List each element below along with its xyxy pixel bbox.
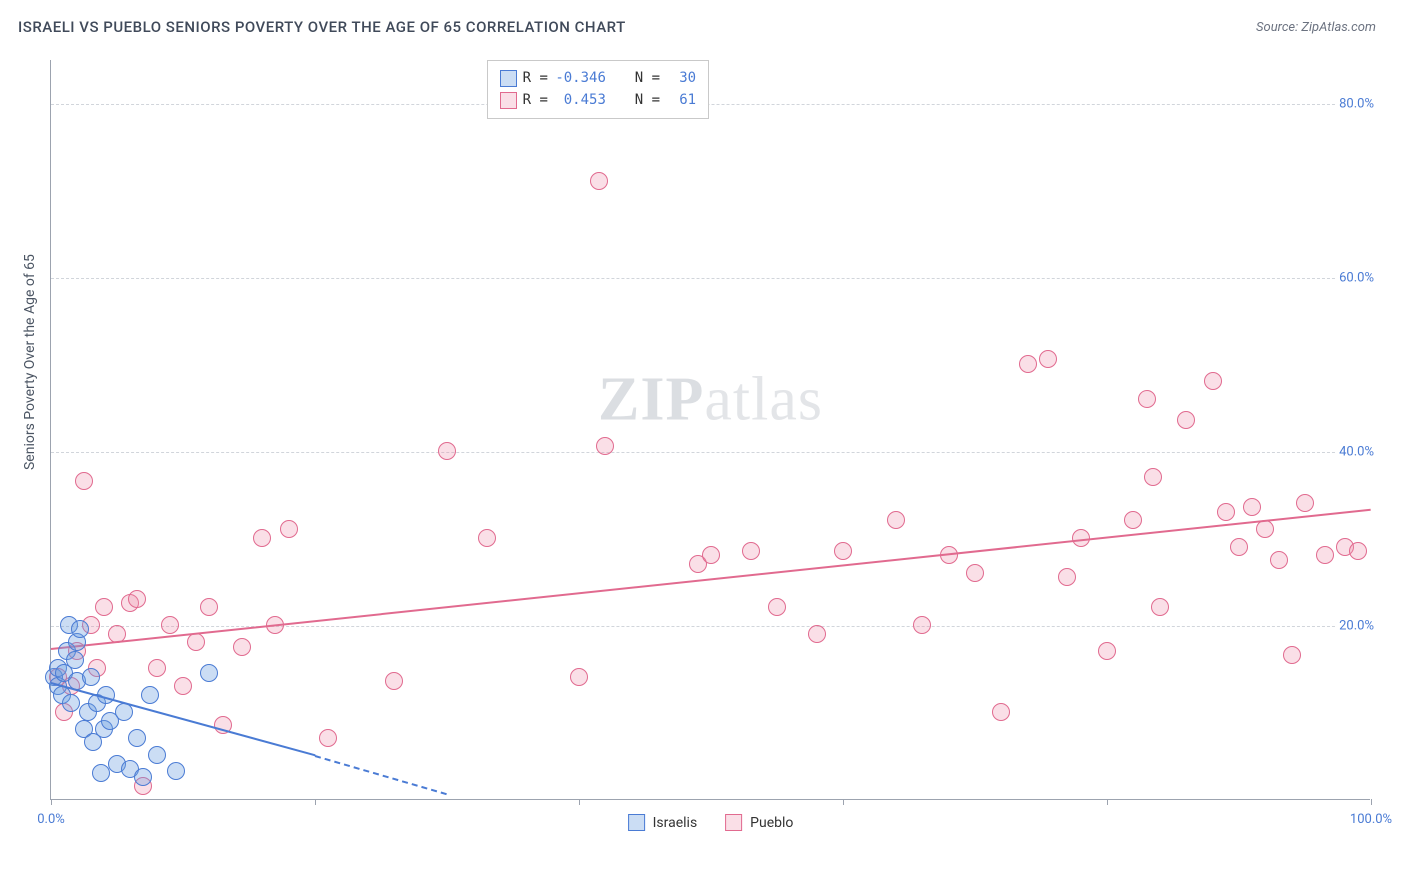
data-point xyxy=(834,542,852,560)
data-point xyxy=(570,668,588,686)
data-point xyxy=(167,762,185,780)
stat-n-label: N = xyxy=(635,89,660,111)
stat-n-value: 30 xyxy=(666,67,696,89)
stat-n-label: N = xyxy=(635,67,660,89)
data-point xyxy=(62,694,80,712)
data-point xyxy=(319,729,337,747)
data-point xyxy=(438,442,456,460)
data-point xyxy=(141,686,159,704)
data-point xyxy=(768,598,786,616)
data-point xyxy=(200,598,218,616)
data-point xyxy=(253,529,271,547)
data-point xyxy=(478,529,496,547)
data-point xyxy=(590,172,608,190)
data-point xyxy=(1138,390,1156,408)
data-point xyxy=(71,620,89,638)
trend-line-dashed xyxy=(315,755,448,795)
data-point xyxy=(1349,542,1367,560)
gridline xyxy=(51,278,1370,279)
x-tick-mark xyxy=(1107,799,1108,805)
data-point xyxy=(596,437,614,455)
data-point xyxy=(233,638,251,656)
stat-r-label: R = xyxy=(523,67,548,89)
data-point xyxy=(887,511,905,529)
data-point xyxy=(1058,568,1076,586)
x-tick-mark xyxy=(315,799,316,805)
gridline xyxy=(51,452,1370,453)
data-point xyxy=(1217,503,1235,521)
data-point xyxy=(385,672,403,690)
data-point xyxy=(966,564,984,582)
data-point xyxy=(200,664,218,682)
data-point xyxy=(1098,642,1116,660)
data-point xyxy=(1283,646,1301,664)
chart-container: Seniors Poverty Over the Age of 65 ZIPat… xyxy=(40,50,1390,850)
data-point xyxy=(1177,411,1195,429)
data-point xyxy=(992,703,1010,721)
data-point xyxy=(1270,551,1288,569)
legend-label: Pueblo xyxy=(750,815,793,831)
stat-r-value: -0.346 xyxy=(554,67,606,89)
data-point xyxy=(1256,520,1274,538)
x-tick-mark xyxy=(51,799,52,805)
data-point xyxy=(1144,468,1162,486)
y-tick-label: 60.0% xyxy=(1335,270,1378,285)
legend-bottom: Israelis Pueblo xyxy=(628,814,794,831)
data-point xyxy=(187,633,205,651)
x-tick-label: 0.0% xyxy=(37,812,65,827)
legend-item-pueblo: Pueblo xyxy=(725,814,793,831)
x-tick-mark xyxy=(843,799,844,805)
legend-row: R = -0.346 N = 30 xyxy=(500,67,696,89)
data-point xyxy=(82,668,100,686)
data-point xyxy=(1230,538,1248,556)
trend-line xyxy=(51,508,1371,649)
stat-n-value: 61 xyxy=(666,89,696,111)
data-point xyxy=(134,768,152,786)
stat-r-label: R = xyxy=(523,89,548,111)
data-point xyxy=(1019,355,1037,373)
data-point xyxy=(913,616,931,634)
x-tick-label: 100.0% xyxy=(1350,812,1392,827)
y-axis-label: Seniors Poverty Over the Age of 65 xyxy=(22,254,38,470)
swatch-icon xyxy=(500,92,517,109)
x-tick-mark xyxy=(1371,799,1372,805)
data-point xyxy=(702,546,720,564)
data-point xyxy=(1151,598,1169,616)
y-tick-label: 20.0% xyxy=(1335,618,1378,633)
data-point xyxy=(1243,498,1261,516)
data-point xyxy=(95,598,113,616)
swatch-icon xyxy=(628,814,645,831)
plot-area: ZIPatlas Israelis Pueblo 20.0%40.0%60.0%… xyxy=(50,60,1370,800)
data-point xyxy=(75,472,93,490)
stat-r-value: 0.453 xyxy=(554,89,606,111)
data-point xyxy=(1039,350,1057,368)
data-point xyxy=(66,651,84,669)
data-point xyxy=(128,590,146,608)
y-tick-label: 40.0% xyxy=(1335,444,1378,459)
x-tick-mark xyxy=(579,799,580,805)
data-point xyxy=(280,520,298,538)
data-point xyxy=(174,677,192,695)
data-point xyxy=(1204,372,1222,390)
chart-title: ISRAELI VS PUEBLO SENIORS POVERTY OVER T… xyxy=(18,18,626,36)
data-point xyxy=(161,616,179,634)
source-attribution: Source: ZipAtlas.com xyxy=(1256,20,1376,35)
legend-item-israelis: Israelis xyxy=(628,814,698,831)
gridline xyxy=(51,104,1370,105)
data-point xyxy=(148,746,166,764)
data-point xyxy=(742,542,760,560)
data-point xyxy=(1316,546,1334,564)
swatch-icon xyxy=(725,814,742,831)
data-point xyxy=(128,729,146,747)
data-point xyxy=(1296,494,1314,512)
data-point xyxy=(1124,511,1142,529)
swatch-icon xyxy=(500,70,517,87)
watermark: ZIPatlas xyxy=(598,364,823,435)
legend-label: Israelis xyxy=(653,815,698,831)
data-point xyxy=(148,659,166,677)
y-tick-label: 80.0% xyxy=(1335,96,1378,111)
correlation-legend: R = -0.346 N = 30 R = 0.453 N = 61 xyxy=(487,60,709,119)
legend-row: R = 0.453 N = 61 xyxy=(500,89,696,111)
data-point xyxy=(808,625,826,643)
